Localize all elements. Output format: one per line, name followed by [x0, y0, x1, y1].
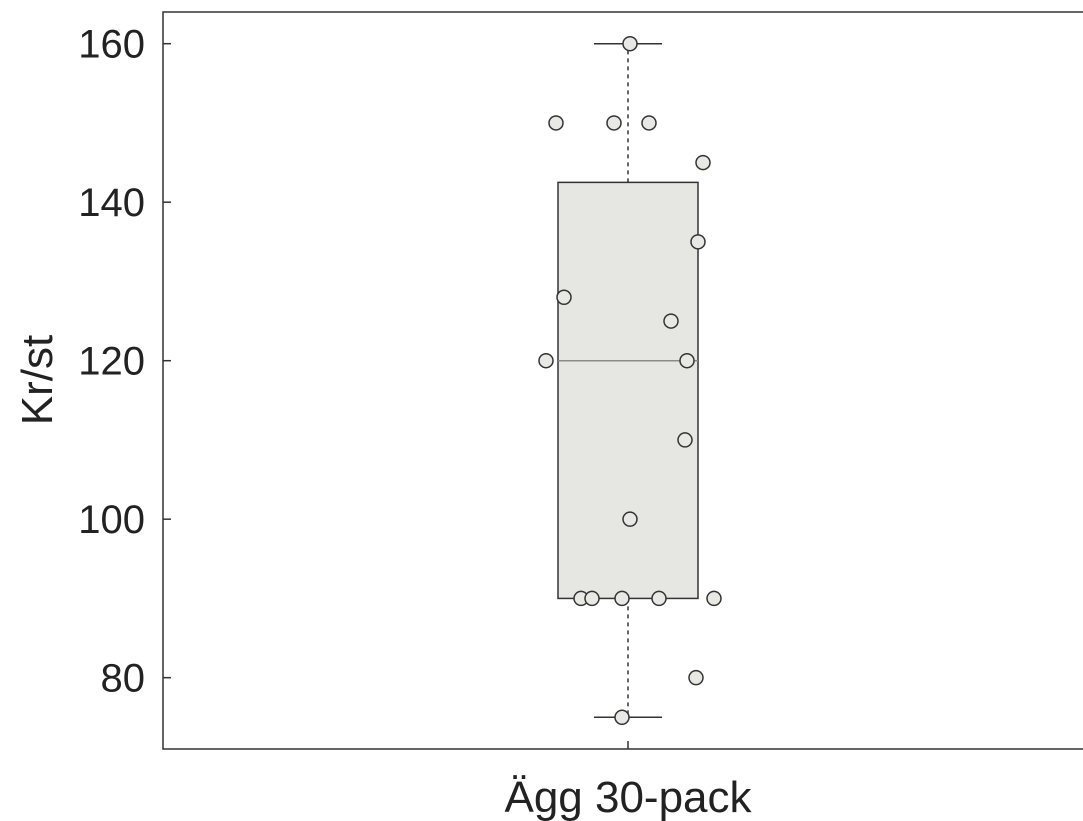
y-tick-label: 80	[101, 657, 146, 701]
data-point	[614, 709, 630, 726]
data-point	[548, 115, 564, 131]
data-point	[663, 313, 679, 329]
data-point	[677, 432, 693, 448]
data-point	[614, 590, 630, 607]
data-point	[622, 35, 638, 52]
y-tick-label: 120	[78, 340, 145, 384]
y-tick-label: 100	[78, 498, 145, 542]
y-axis: 80 100 120 140 160	[78, 23, 171, 701]
x-axis: Ägg 30-pack	[504, 741, 753, 821]
data-point	[584, 590, 600, 607]
data-point	[706, 590, 722, 607]
y-axis-title: Kr/st	[13, 335, 62, 425]
interquartile-box	[557, 181, 699, 600]
data-point	[641, 115, 657, 131]
data-point	[538, 352, 554, 369]
data-point	[679, 352, 695, 369]
y-tick-label: 160	[78, 23, 145, 67]
data-points	[538, 35, 722, 726]
x-category-label: Ägg 30-pack	[504, 773, 752, 821]
data-point	[688, 669, 704, 686]
data-point	[556, 289, 572, 306]
data-point	[695, 154, 711, 171]
data-point	[622, 511, 638, 527]
y-tick-label: 140	[78, 181, 145, 225]
data-point	[606, 115, 622, 131]
data-point	[690, 234, 706, 250]
data-point	[651, 590, 667, 607]
